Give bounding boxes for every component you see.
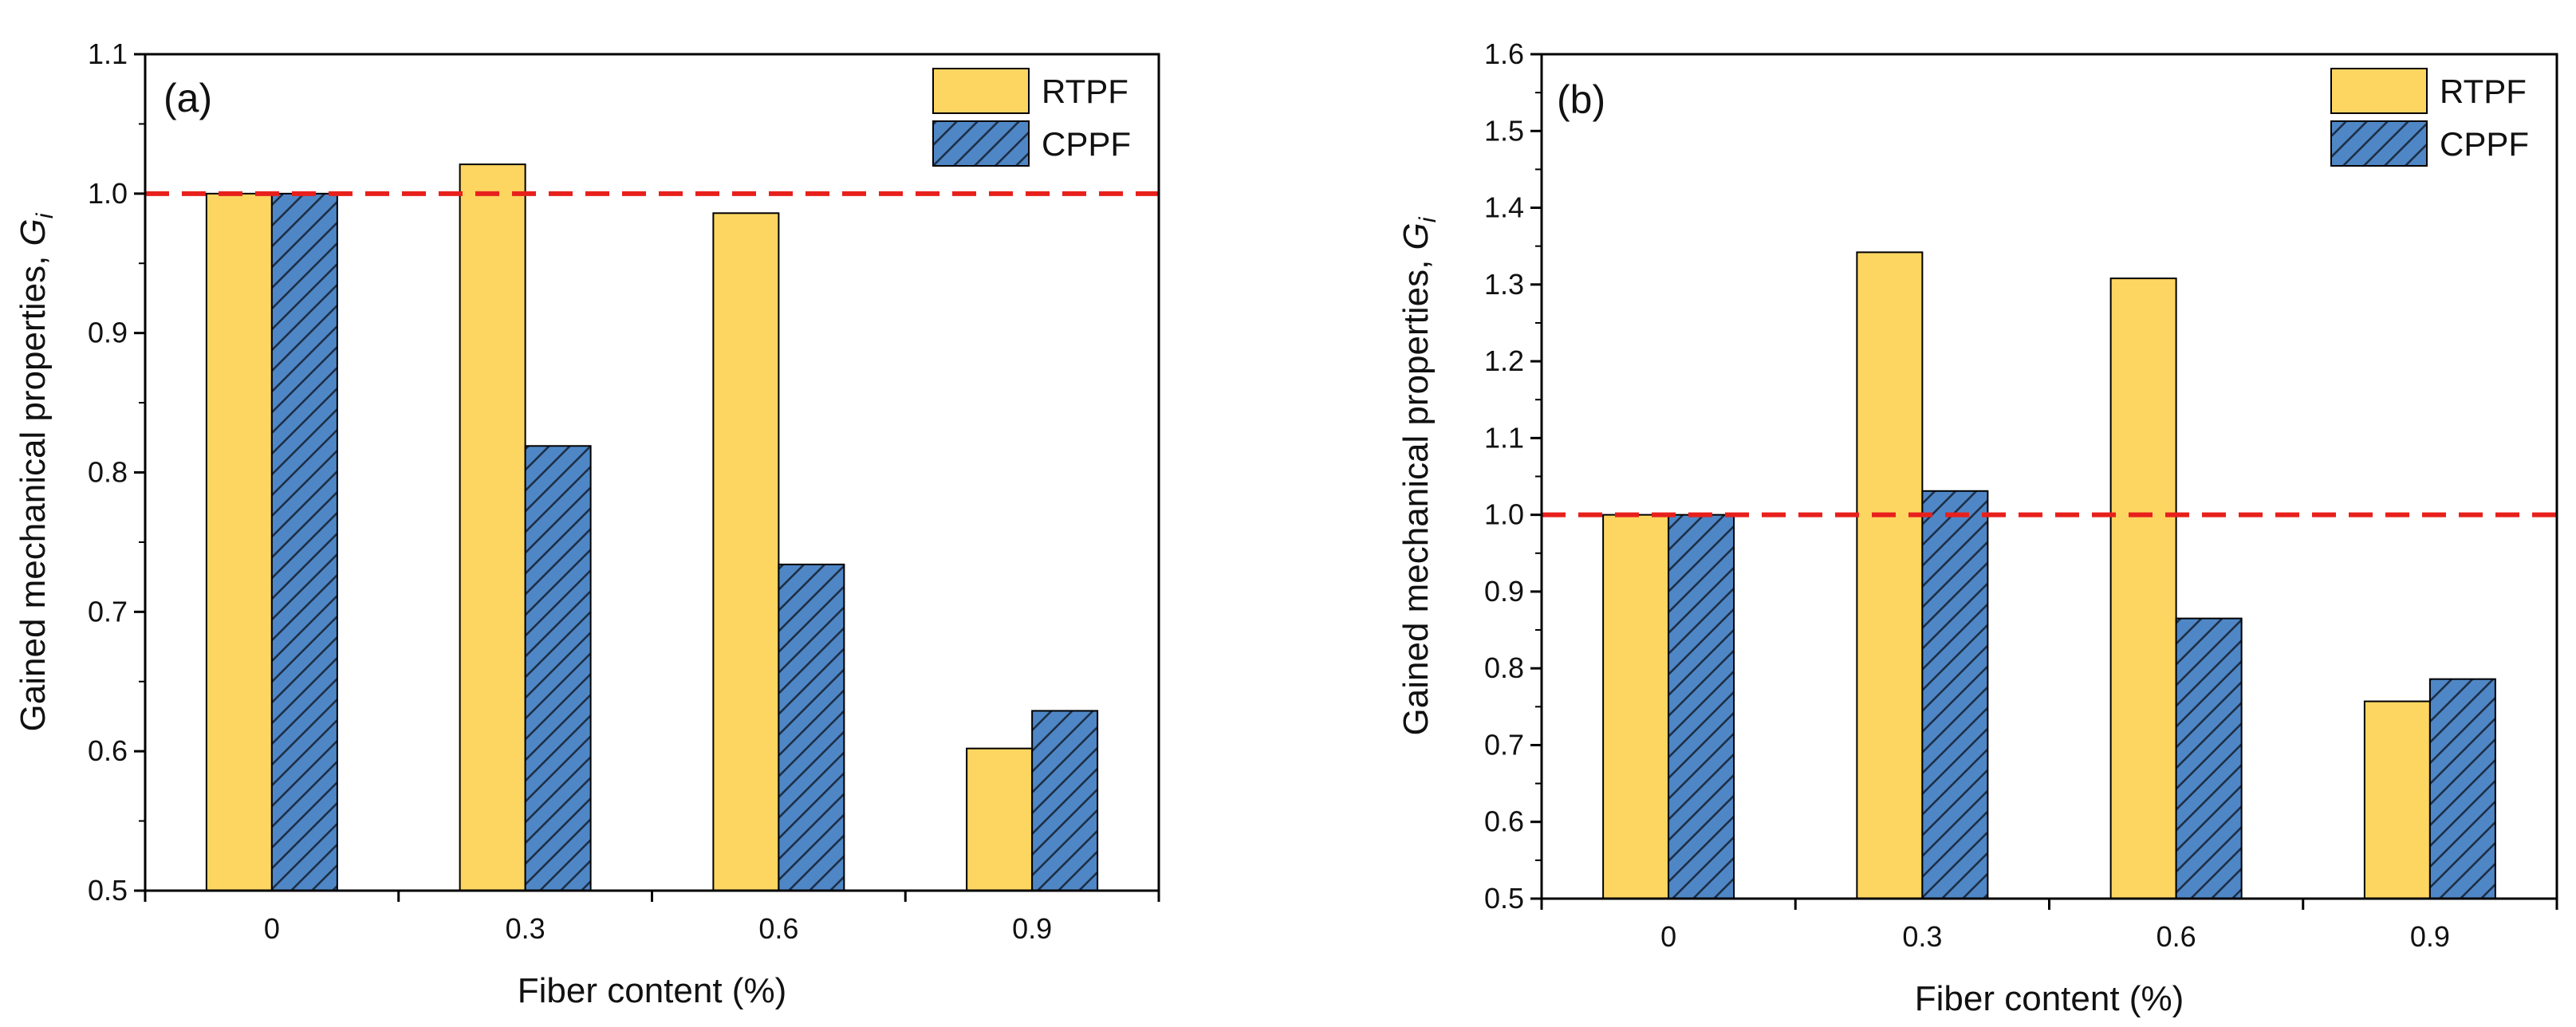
bar-cppf-0-6 <box>2175 617 2243 899</box>
y-tick-label: 0.9 <box>88 317 128 349</box>
y-tick-label: 0.7 <box>88 595 128 628</box>
bar-rtpf-0-3 <box>1856 251 1924 900</box>
chart-b-x-ticks: 0 0.3 0.6 0.9 <box>1540 899 2558 953</box>
y-tick-label: 1.1 <box>1484 421 1524 454</box>
chart-a-y-axis-label-subscript: i <box>32 212 58 218</box>
y-tick-label: 0.6 <box>88 734 128 767</box>
bar-rtpf-0-9 <box>966 747 1034 891</box>
bar-cppf-0 <box>270 192 338 892</box>
chart-a-panel-label: (a) <box>163 76 212 120</box>
chart-a: 0.5 0.6 0.7 0.8 0.9 1.0 1.1 0 0.3 0.6 0.9 Fiber c… <box>14 37 1160 1010</box>
x-tick-label: 0.3 <box>506 912 546 945</box>
bar-cppf-0-3 <box>1921 490 1989 899</box>
y-tick-label: 1.6 <box>1484 37 1524 70</box>
bar-cppf-0-9 <box>2428 678 2496 899</box>
y-tick-label: 0.8 <box>88 456 128 489</box>
chart-a-x-ticks: 0 0.3 0.6 0.9 <box>144 891 1160 945</box>
y-tick-label: 0.5 <box>1484 882 1524 915</box>
x-tick-label: 0.6 <box>758 912 798 945</box>
chart-b-legend-swatch-cppf <box>2330 120 2428 167</box>
chart-b-legend: RTPF CPPF <box>2330 68 2529 167</box>
y-tick-label: 1.2 <box>1484 344 1524 377</box>
bar-rtpf-0-3 <box>459 163 526 891</box>
y-tick-label: 1.1 <box>88 37 128 70</box>
chart-a-y-axis-label-main: Gained mechanical properties, <box>14 246 53 731</box>
x-tick-label: 0 <box>264 912 280 945</box>
chart-a-bars <box>205 163 1099 892</box>
chart-a-y-axis-label: Gained mechanical properties, Gi <box>14 212 58 731</box>
chart-b-bars <box>1602 251 2496 900</box>
y-tick-label: 0.5 <box>88 874 128 907</box>
bar-cppf-0-3 <box>524 445 592 891</box>
chart-b: 0.5 0.6 0.7 0.8 0.9 1.0 1.1 1.2 1.3 1.4 1.5 1.6 0 0.… <box>1396 37 2558 1018</box>
y-tick-label: 1.5 <box>1484 114 1524 147</box>
x-tick-label: 0 <box>1660 920 1676 953</box>
bar-cppf-0-6 <box>778 563 845 891</box>
chart-a-legend-label-rtpf: RTPF <box>1042 73 1128 110</box>
y-tick-label: 0.6 <box>1484 805 1524 838</box>
y-tick-label: 0.8 <box>1484 651 1524 684</box>
bar-rtpf-0 <box>1602 514 1670 899</box>
bar-rtpf-0-9 <box>2363 700 2431 900</box>
y-tick-label: 1.0 <box>88 177 128 210</box>
chart-b-legend-swatch-rtpf <box>2330 68 2428 114</box>
bar-rtpf-0-6 <box>2109 277 2177 899</box>
y-tick-label: 1.4 <box>1484 191 1524 224</box>
y-tick-label: 0.7 <box>1484 728 1524 761</box>
x-tick-label: 0.9 <box>2410 920 2450 953</box>
chart-a-legend-swatch-rtpf <box>932 68 1030 114</box>
chart-b-y-axis-label-main: Gained mechanical properties, <box>1396 250 1436 735</box>
chart-b-y-axis-label: Gained mechanical properties, Gi <box>1396 216 1441 735</box>
y-tick-label: 1.3 <box>1484 268 1524 301</box>
chart-a-legend-swatch-cppf <box>932 120 1030 167</box>
chart-a-y-axis-label-symbol: G <box>14 218 53 246</box>
chart-a-y-ticks: 0.5 0.6 0.7 0.8 0.9 1.0 1.1 <box>88 37 145 907</box>
chart-a-legend-label-cppf: CPPF <box>1042 125 1131 163</box>
bar-cppf-0 <box>1668 514 1735 899</box>
y-tick-label: 0.9 <box>1484 575 1524 608</box>
chart-b-y-ticks: 0.5 0.6 0.7 0.8 0.9 1.0 1.1 1.2 1.3 1.4 1.5 1.6 <box>1484 37 1542 915</box>
chart-b-legend-label-cppf: CPPF <box>2440 125 2529 163</box>
y-tick-label: 1.0 <box>1484 498 1524 531</box>
chart-b-y-axis-label-symbol: G <box>1396 222 1436 250</box>
bar-rtpf-0 <box>205 192 273 892</box>
chart-b-y-axis-label-subscript: i <box>1415 216 1441 222</box>
chart-b-x-axis-label: Fiber content (%) <box>1915 979 2184 1018</box>
bar-cppf-0-9 <box>1031 710 1099 892</box>
x-tick-label: 0.3 <box>1902 920 1942 953</box>
chart-b-panel-label: (b) <box>1557 77 1605 122</box>
chart-a-legend: RTPF CPPF <box>932 68 1131 167</box>
chart-a-x-axis-label: Fiber content (%) <box>518 971 786 1010</box>
x-tick-label: 0.6 <box>2157 920 2196 953</box>
chart-b-legend-label-rtpf: RTPF <box>2440 73 2527 110</box>
x-tick-label: 0.9 <box>1012 912 1052 945</box>
bar-rtpf-0-6 <box>712 212 780 891</box>
